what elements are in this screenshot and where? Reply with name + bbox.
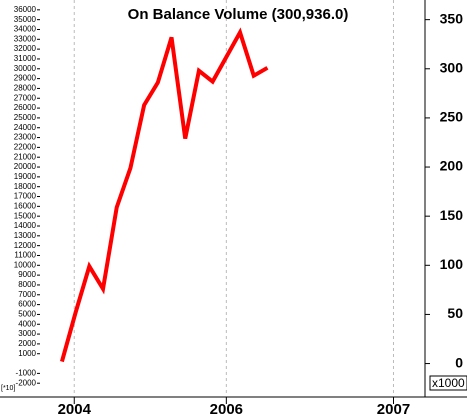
y-tick-label: 5000: [18, 310, 36, 319]
y-tick-label: 23000: [14, 133, 37, 142]
x-tick-label: 2004: [58, 401, 92, 418]
y-tick-label: 11000: [14, 251, 36, 260]
y-tick-label: 3000: [18, 329, 36, 338]
right-axis-panel: [425, 0, 467, 419]
y-tick-label: 33000: [14, 34, 37, 43]
y-tick-label: 8000: [18, 280, 36, 289]
y-tick-label: 29000: [14, 74, 37, 83]
y-tick-label: 19000: [14, 172, 37, 181]
x-tick-label: 2006: [210, 401, 243, 418]
y2-tick-label: 150: [440, 207, 464, 223]
y-tick-label: 16000: [14, 201, 37, 210]
y-tick-label: 27000: [14, 93, 37, 102]
y-tick-label: -2000: [16, 378, 37, 387]
y-tick-label: 30000: [14, 64, 37, 73]
y2-tick-label: 350: [440, 10, 464, 26]
y-tick-label: 36000: [14, 5, 37, 14]
y-tick-label: 34000: [14, 25, 37, 34]
y2-tick-label: 300: [440, 59, 464, 75]
y-tick-label: 4000: [18, 319, 36, 328]
y2-label-box: [429, 375, 467, 391]
y-tick-label: 22000: [14, 142, 37, 151]
y-tick-label: 24000: [14, 123, 37, 132]
y-tick-label: 18000: [14, 182, 37, 191]
series-line: [59, 27, 269, 363]
y2-tick-label: 50: [447, 305, 463, 321]
y-tick-label: 35000: [14, 15, 37, 24]
y-tick-label: 7000: [18, 290, 36, 299]
y-tick-label: 14000: [14, 221, 37, 230]
x-tick-label: 2007: [377, 401, 410, 418]
y-tick-label: 31000: [14, 54, 37, 63]
y-tick-label: 10000: [14, 260, 37, 269]
y-tick-label: 1000: [18, 349, 36, 358]
chart-title: On Balance Volume (300,936.0): [128, 6, 349, 23]
y-tick-label: 28000: [14, 84, 37, 93]
y2-axis-label: x1000: [432, 376, 465, 390]
y-tick-label: -1000: [16, 368, 37, 377]
y2-tick-label: 250: [440, 109, 464, 125]
y2-tick-label: 200: [440, 158, 464, 174]
y-tick-label: 20000: [14, 162, 37, 171]
y-tick-label: 2000: [18, 339, 36, 348]
y-tick-label: 6000: [18, 300, 36, 309]
y-tick-label: 12000: [14, 241, 37, 250]
y-tick-label: 13000: [14, 231, 37, 240]
y2-tick-label: 100: [440, 256, 464, 272]
plot-area: [59, 0, 394, 395]
y-tick-label: 21000: [14, 152, 37, 161]
y-tick-label: 17000: [14, 192, 37, 201]
y-tick-label: 9000: [18, 270, 36, 279]
y-axis-label: [*10]: [1, 385, 15, 392]
y-tick-label: 15000: [14, 211, 37, 220]
y-tick-label: 25000: [14, 113, 37, 122]
y-tick-label: 26000: [14, 103, 37, 112]
y2-tick-label: 0: [455, 354, 463, 370]
y-tick-label: 32000: [14, 44, 37, 53]
